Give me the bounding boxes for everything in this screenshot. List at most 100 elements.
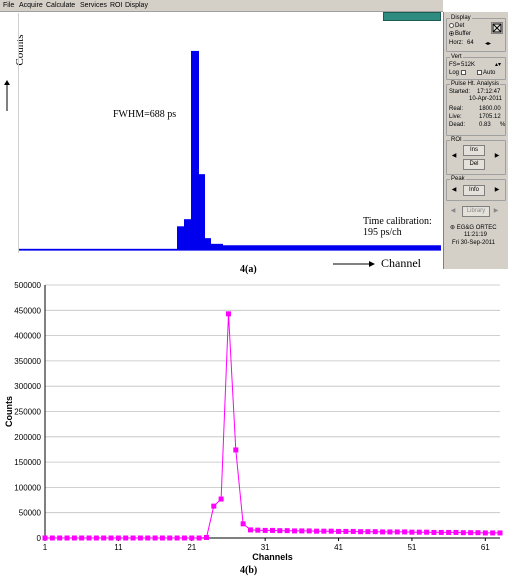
horz-label: Horz: xyxy=(449,40,464,46)
right-arrow-icon xyxy=(333,261,375,267)
spectrum-bar-7 xyxy=(223,245,441,250)
data-point-43 xyxy=(350,528,356,534)
y-axis-title: Counts xyxy=(4,396,14,427)
spectrum-bar-6 xyxy=(211,243,223,250)
peak-next-icon[interactable]: ▶ xyxy=(494,187,500,193)
data-point-59 xyxy=(468,530,474,536)
fs-zoom-arrows-icon[interactable]: ▴▾ xyxy=(495,62,502,68)
grid-lines xyxy=(45,284,500,514)
data-point-16 xyxy=(152,535,158,541)
y-tick-label: 450000 xyxy=(14,306,41,315)
display-group: Display Det Buffer Horz: 64 ◂▸ xyxy=(446,15,506,52)
menu-calculate[interactable]: Calculate xyxy=(46,2,76,9)
grid-icon xyxy=(492,23,502,33)
data-point-55 xyxy=(438,529,444,535)
spectrum-bar-4 xyxy=(199,174,205,250)
data-point-49 xyxy=(394,529,400,535)
x-axis-title: Channels xyxy=(252,552,293,562)
caption-4a: 4(a) xyxy=(240,264,257,275)
data-point-44 xyxy=(358,529,364,535)
data-point-17 xyxy=(159,535,165,541)
roi-del-button[interactable]: Del xyxy=(463,159,485,170)
roi-group: ROI ◀ Ins Del ▶ xyxy=(446,137,506,175)
data-point-57 xyxy=(453,529,459,535)
spectrum-bar-1 xyxy=(177,226,184,250)
display-toggle-button[interactable] xyxy=(491,22,503,34)
horz-zoom-arrows-icon[interactable]: ◂▸ xyxy=(485,41,492,47)
menu-acquire[interactable]: Acquire xyxy=(19,2,43,9)
data-point-26 xyxy=(225,311,231,317)
data-point-39 xyxy=(321,528,327,534)
library-prev-icon[interactable]: ◀ xyxy=(450,208,456,214)
data-point-46 xyxy=(372,529,378,535)
y-tick-label: 150000 xyxy=(14,458,41,467)
y-axis-ticks: 0 50000 100000 150000 200000 250000 300000 3500… xyxy=(14,281,41,543)
data-point-54 xyxy=(431,529,437,535)
peak-group-title: Peak xyxy=(450,176,466,182)
data-point-33 xyxy=(277,528,283,534)
x-tick-label: 31 xyxy=(261,543,270,552)
data-point-50 xyxy=(402,529,408,535)
data-point-38 xyxy=(314,528,320,534)
x-tick-label: 1 xyxy=(43,543,48,552)
display-det-label: Det xyxy=(455,23,465,30)
radio-selected-icon xyxy=(449,31,454,36)
spectrum-bars xyxy=(19,50,441,251)
data-point-9 xyxy=(101,535,107,541)
calibration-annotation-line2: 195 ps/ch xyxy=(363,227,402,238)
spectrum-plot-area[interactable]: FWHM=688 ps Time calibration: 195 ps/ch xyxy=(18,13,442,253)
vert-group-title: Vert xyxy=(450,54,463,60)
y-tick-label: 0 xyxy=(37,534,42,543)
y-tick-label: 250000 xyxy=(14,408,41,417)
library-button[interactable]: Library xyxy=(462,206,490,217)
data-point-48 xyxy=(387,529,393,535)
display-buffer-option[interactable]: Buffer xyxy=(449,31,471,37)
menu-roi[interactable]: ROI xyxy=(110,2,123,9)
dead-unit: % xyxy=(500,122,506,128)
data-point-41 xyxy=(336,528,342,534)
data-point-30 xyxy=(255,527,261,533)
data-point-24 xyxy=(211,503,217,509)
menu-services[interactable]: Services xyxy=(80,2,107,9)
library-next-icon[interactable]: ▶ xyxy=(493,208,499,214)
data-point-27 xyxy=(233,447,239,453)
log-option[interactable]: Log xyxy=(449,70,467,76)
data-point-61 xyxy=(482,530,488,536)
auto-label: Auto xyxy=(483,70,496,77)
x-tick-label: 11 xyxy=(114,543,123,552)
data-point-7 xyxy=(86,535,92,541)
menu-display[interactable]: Display xyxy=(125,2,148,9)
started-time: 17:12:47 xyxy=(477,89,501,95)
menu-file[interactable]: File xyxy=(3,2,15,9)
roi-ins-button[interactable]: Ins xyxy=(463,145,485,156)
peak-prev-icon[interactable]: ◀ xyxy=(451,187,457,193)
data-point-22 xyxy=(196,535,202,541)
vert-group: Vert FS= 512K ▴▾ Log Auto xyxy=(446,54,506,80)
panel-a-spectrum-window: File Acquire Calculate Services ROI Disp… xyxy=(0,0,508,275)
roi-next-icon[interactable]: ▶ xyxy=(494,153,500,159)
caption-4b: 4(b) xyxy=(240,565,258,576)
data-point-47 xyxy=(380,529,386,535)
roi-prev-icon[interactable]: ◀ xyxy=(451,153,457,159)
series-line xyxy=(45,313,500,539)
peak-group: Peak ◀ Info ▶ xyxy=(446,176,506,201)
brand-text: EG&G ORTEC xyxy=(456,225,497,231)
display-det-option[interactable]: Det xyxy=(449,23,464,29)
data-point-29 xyxy=(247,527,253,533)
started-date: 10-Apr-2011 xyxy=(469,96,502,102)
data-point-40 xyxy=(328,528,334,534)
data-point-28 xyxy=(240,521,246,527)
spectrum-overview-marker[interactable] xyxy=(383,12,441,21)
fwhm-annotation: FWHM=688 ps xyxy=(113,109,177,120)
data-point-3 xyxy=(57,535,63,541)
data-point-42 xyxy=(343,528,349,534)
peak-info-button[interactable]: Info xyxy=(463,185,485,196)
auto-option[interactable]: Auto xyxy=(477,70,495,76)
data-point-1 xyxy=(42,535,48,541)
pha-group: Pulse Ht. Analysis Started: 17:12:47 10-… xyxy=(446,81,506,136)
data-point-10 xyxy=(108,535,114,541)
data-point-2 xyxy=(49,535,55,541)
clock-time: 11:21:19 xyxy=(464,232,487,238)
series-points xyxy=(42,311,503,541)
x-tick-label: 51 xyxy=(407,543,416,552)
